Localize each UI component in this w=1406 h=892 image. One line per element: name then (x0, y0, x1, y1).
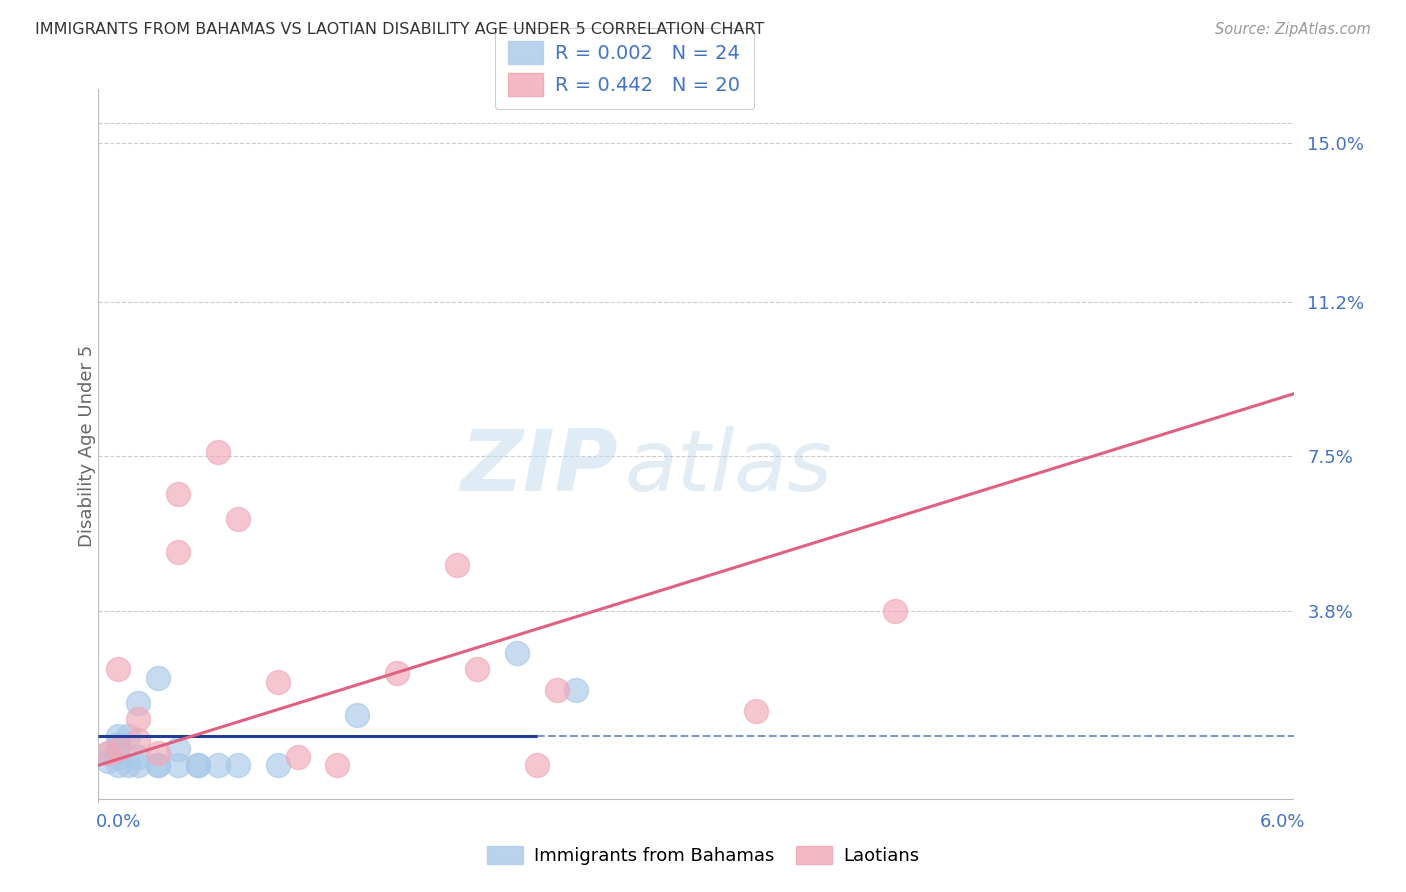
Point (97, 754, 120, 768)
Point (546, 683, 568, 698)
Point (127, 712, 149, 726)
Point (187, 758, 209, 772)
Point (148, 758, 170, 772)
Point (107, 741, 129, 756)
Text: Source: ZipAtlas.com: Source: ZipAtlas.com (1215, 22, 1371, 37)
Point (148, 671, 170, 685)
Point (187, 758, 209, 772)
Point (117, 758, 139, 772)
Point (127, 733, 149, 747)
Point (346, 708, 368, 723)
Text: ZIP: ZIP (461, 425, 619, 509)
Text: 0.0%: 0.0% (96, 814, 141, 831)
Point (226, 758, 249, 772)
Point (884, 604, 907, 618)
Point (207, 758, 229, 772)
Point (107, 729, 129, 743)
Point (207, 445, 229, 459)
Point (127, 758, 149, 772)
Point (107, 662, 129, 676)
Text: atlas: atlas (624, 425, 832, 509)
Point (97, 746, 120, 760)
Point (565, 683, 588, 698)
Point (167, 487, 190, 501)
Point (267, 674, 290, 689)
Point (446, 558, 468, 572)
Point (226, 512, 249, 526)
Point (117, 729, 139, 743)
Point (148, 758, 170, 772)
Point (167, 741, 190, 756)
Point (287, 750, 309, 764)
Text: 6.0%: 6.0% (1260, 814, 1305, 831)
Legend: Immigrants from Bahamas, Laotians: Immigrants from Bahamas, Laotians (479, 838, 927, 872)
Point (148, 746, 170, 760)
Point (267, 758, 290, 772)
Point (385, 666, 409, 681)
Point (127, 696, 149, 710)
Point (107, 750, 129, 764)
Point (506, 646, 529, 660)
Point (745, 704, 768, 718)
Point (107, 758, 129, 772)
Point (326, 758, 349, 772)
Point (107, 738, 129, 752)
Y-axis label: Disability Age Under 5: Disability Age Under 5 (79, 345, 96, 547)
Point (465, 662, 488, 676)
Point (167, 545, 190, 559)
Point (167, 758, 190, 772)
Point (97, 746, 120, 760)
Text: IMMIGRANTS FROM BAHAMAS VS LAOTIAN DISABILITY AGE UNDER 5 CORRELATION CHART: IMMIGRANTS FROM BAHAMAS VS LAOTIAN DISAB… (35, 22, 765, 37)
Point (127, 750, 149, 764)
Legend: R = 0.002   N = 24, R = 0.442   N = 20: R = 0.002 N = 24, R = 0.442 N = 20 (495, 28, 754, 110)
Point (526, 758, 548, 772)
